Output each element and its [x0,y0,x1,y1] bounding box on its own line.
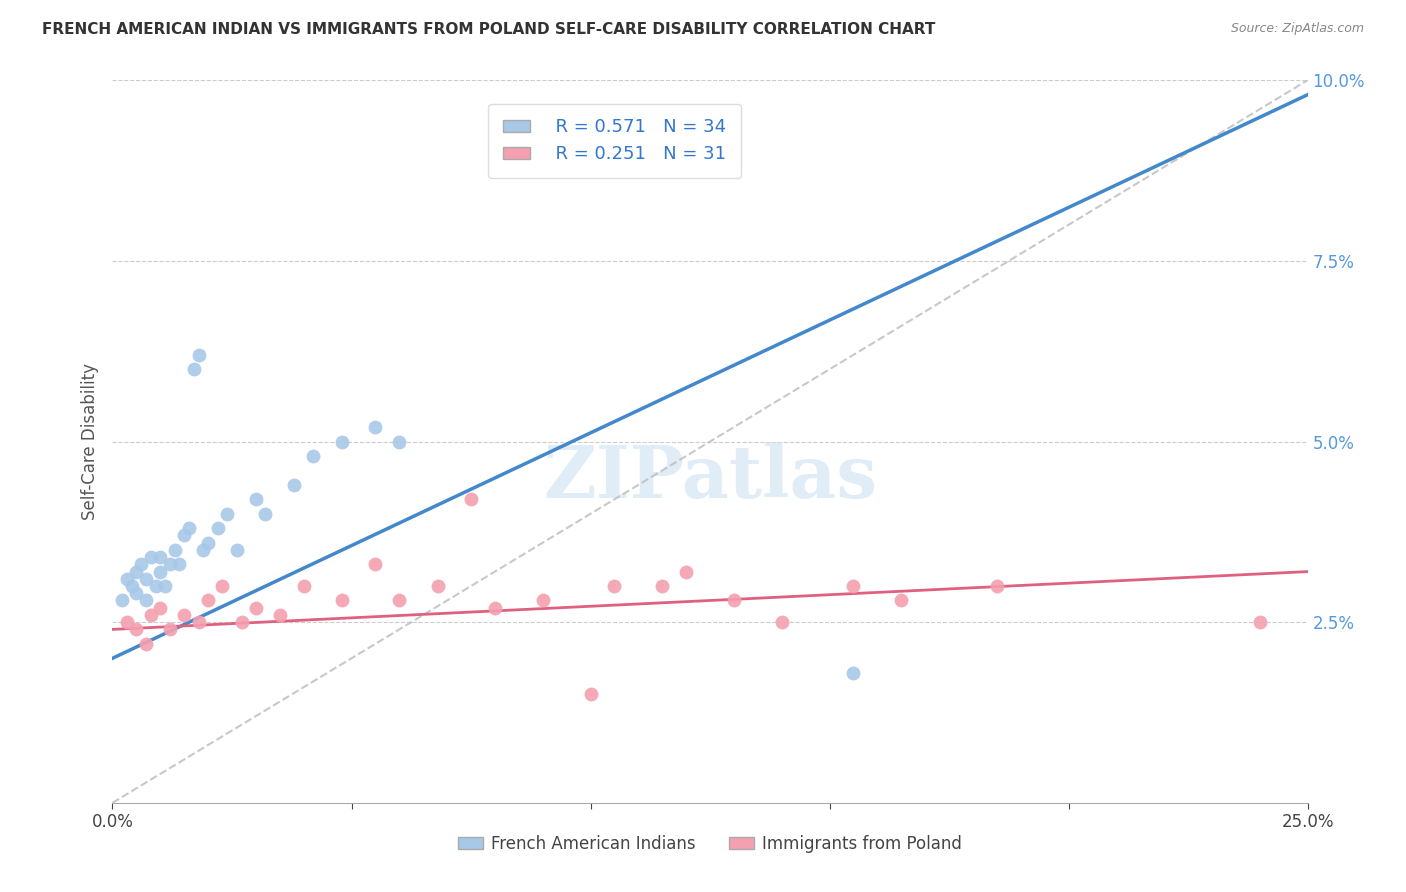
Point [187,348,209,362]
Point [111,593,134,607]
Point [986,579,1008,593]
Point [149,600,172,615]
Point [145,579,167,593]
Point [364,420,387,434]
Point [193,542,215,557]
Text: ZIPatlas: ZIPatlas [543,442,877,513]
Point [245,492,267,507]
Point [139,550,162,565]
Text: FRENCH AMERICAN INDIAN VS IMMIGRANTS FROM POLAND SELF-CARE DISABILITY CORRELATIO: FRENCH AMERICAN INDIAN VS IMMIGRANTS FRO… [42,22,935,37]
Point [531,593,554,607]
Point [426,579,449,593]
Point [330,434,353,449]
Point [217,507,239,521]
Point [173,607,195,622]
Point [159,623,181,637]
Point [254,507,277,521]
Point [125,565,148,579]
Point [177,521,200,535]
Point [149,565,172,579]
Point [197,535,219,549]
Point [842,665,865,680]
Point [225,542,247,557]
Point [1249,615,1271,630]
Point [292,579,315,593]
Point [579,687,602,701]
Legend: French American Indians, Immigrants from Poland: French American Indians, Immigrants from… [451,828,969,860]
Point [129,558,152,572]
Point [169,558,191,572]
Point [231,615,253,630]
Point [135,593,157,607]
Point [603,579,626,593]
Point [173,528,195,542]
Point [484,600,506,615]
Point [890,593,912,607]
Point [139,607,162,622]
Point [388,434,411,449]
Point [135,572,157,586]
Point [187,615,209,630]
Point [302,449,325,463]
Point [115,615,138,630]
Point [269,607,291,622]
Point [245,600,267,615]
Point [211,579,233,593]
Y-axis label: Self-Care Disability: Self-Care Disability [80,363,98,520]
Point [153,579,176,593]
Point [675,565,697,579]
Point [125,623,148,637]
Point [283,478,305,492]
Point [207,521,229,535]
Point [115,572,138,586]
Point [627,160,650,174]
Point [770,615,793,630]
Point [460,492,482,507]
Point [197,593,219,607]
Point [364,558,387,572]
Point [135,637,157,651]
Point [163,542,186,557]
Point [842,579,865,593]
Point [388,593,411,607]
Point [723,593,745,607]
Point [651,579,673,593]
Point [125,586,148,600]
Text: Source: ZipAtlas.com: Source: ZipAtlas.com [1230,22,1364,36]
Point [330,593,353,607]
Point [121,579,143,593]
Point [183,362,205,376]
Point [149,550,172,565]
Point [159,558,181,572]
